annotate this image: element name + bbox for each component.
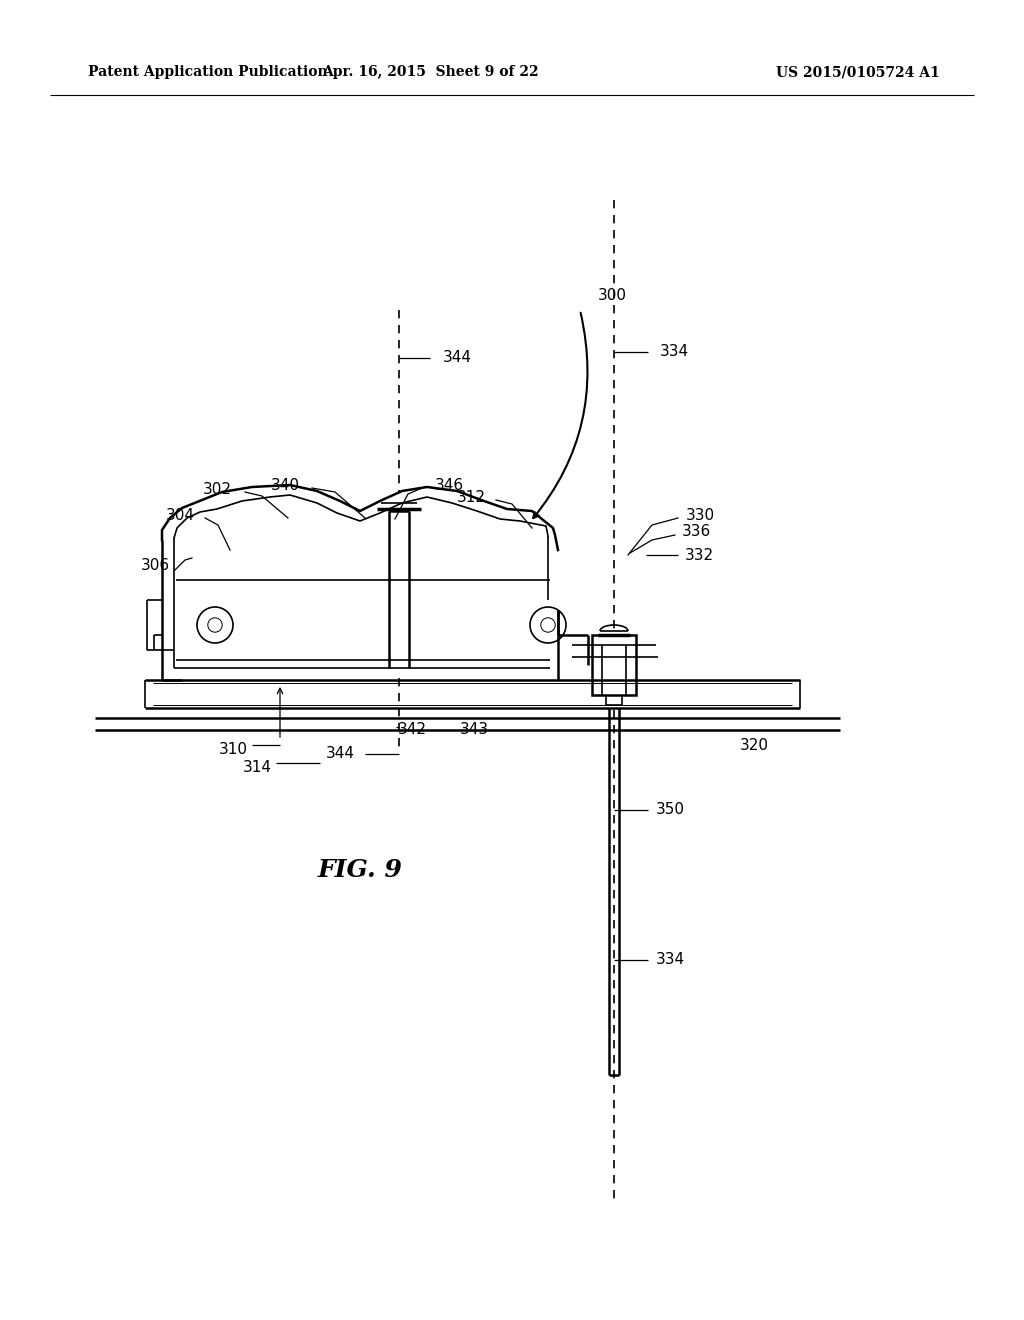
Text: 336: 336 xyxy=(682,524,712,540)
Text: 302: 302 xyxy=(203,482,232,496)
Text: Patent Application Publication: Patent Application Publication xyxy=(88,65,328,79)
FancyBboxPatch shape xyxy=(592,635,636,696)
Text: 343: 343 xyxy=(460,722,489,738)
Text: 344: 344 xyxy=(326,747,355,762)
Text: 346: 346 xyxy=(435,478,464,492)
Text: 334: 334 xyxy=(660,345,689,359)
Text: FIG. 9: FIG. 9 xyxy=(317,858,402,882)
Text: US 2015/0105724 A1: US 2015/0105724 A1 xyxy=(776,65,940,79)
Text: 300: 300 xyxy=(598,288,627,302)
Text: Apr. 16, 2015  Sheet 9 of 22: Apr. 16, 2015 Sheet 9 of 22 xyxy=(322,65,539,79)
Text: 342: 342 xyxy=(398,722,427,738)
Text: 330: 330 xyxy=(686,507,715,523)
Text: 350: 350 xyxy=(656,803,685,817)
Text: 334: 334 xyxy=(656,953,685,968)
Text: 344: 344 xyxy=(443,351,472,366)
Text: 310: 310 xyxy=(219,742,248,758)
Text: 304: 304 xyxy=(166,507,195,523)
Text: 312: 312 xyxy=(457,490,486,504)
Text: 306: 306 xyxy=(141,557,170,573)
Text: 314: 314 xyxy=(243,760,272,776)
Text: 332: 332 xyxy=(685,548,714,562)
Text: 320: 320 xyxy=(740,738,769,752)
Text: 340: 340 xyxy=(271,478,300,492)
